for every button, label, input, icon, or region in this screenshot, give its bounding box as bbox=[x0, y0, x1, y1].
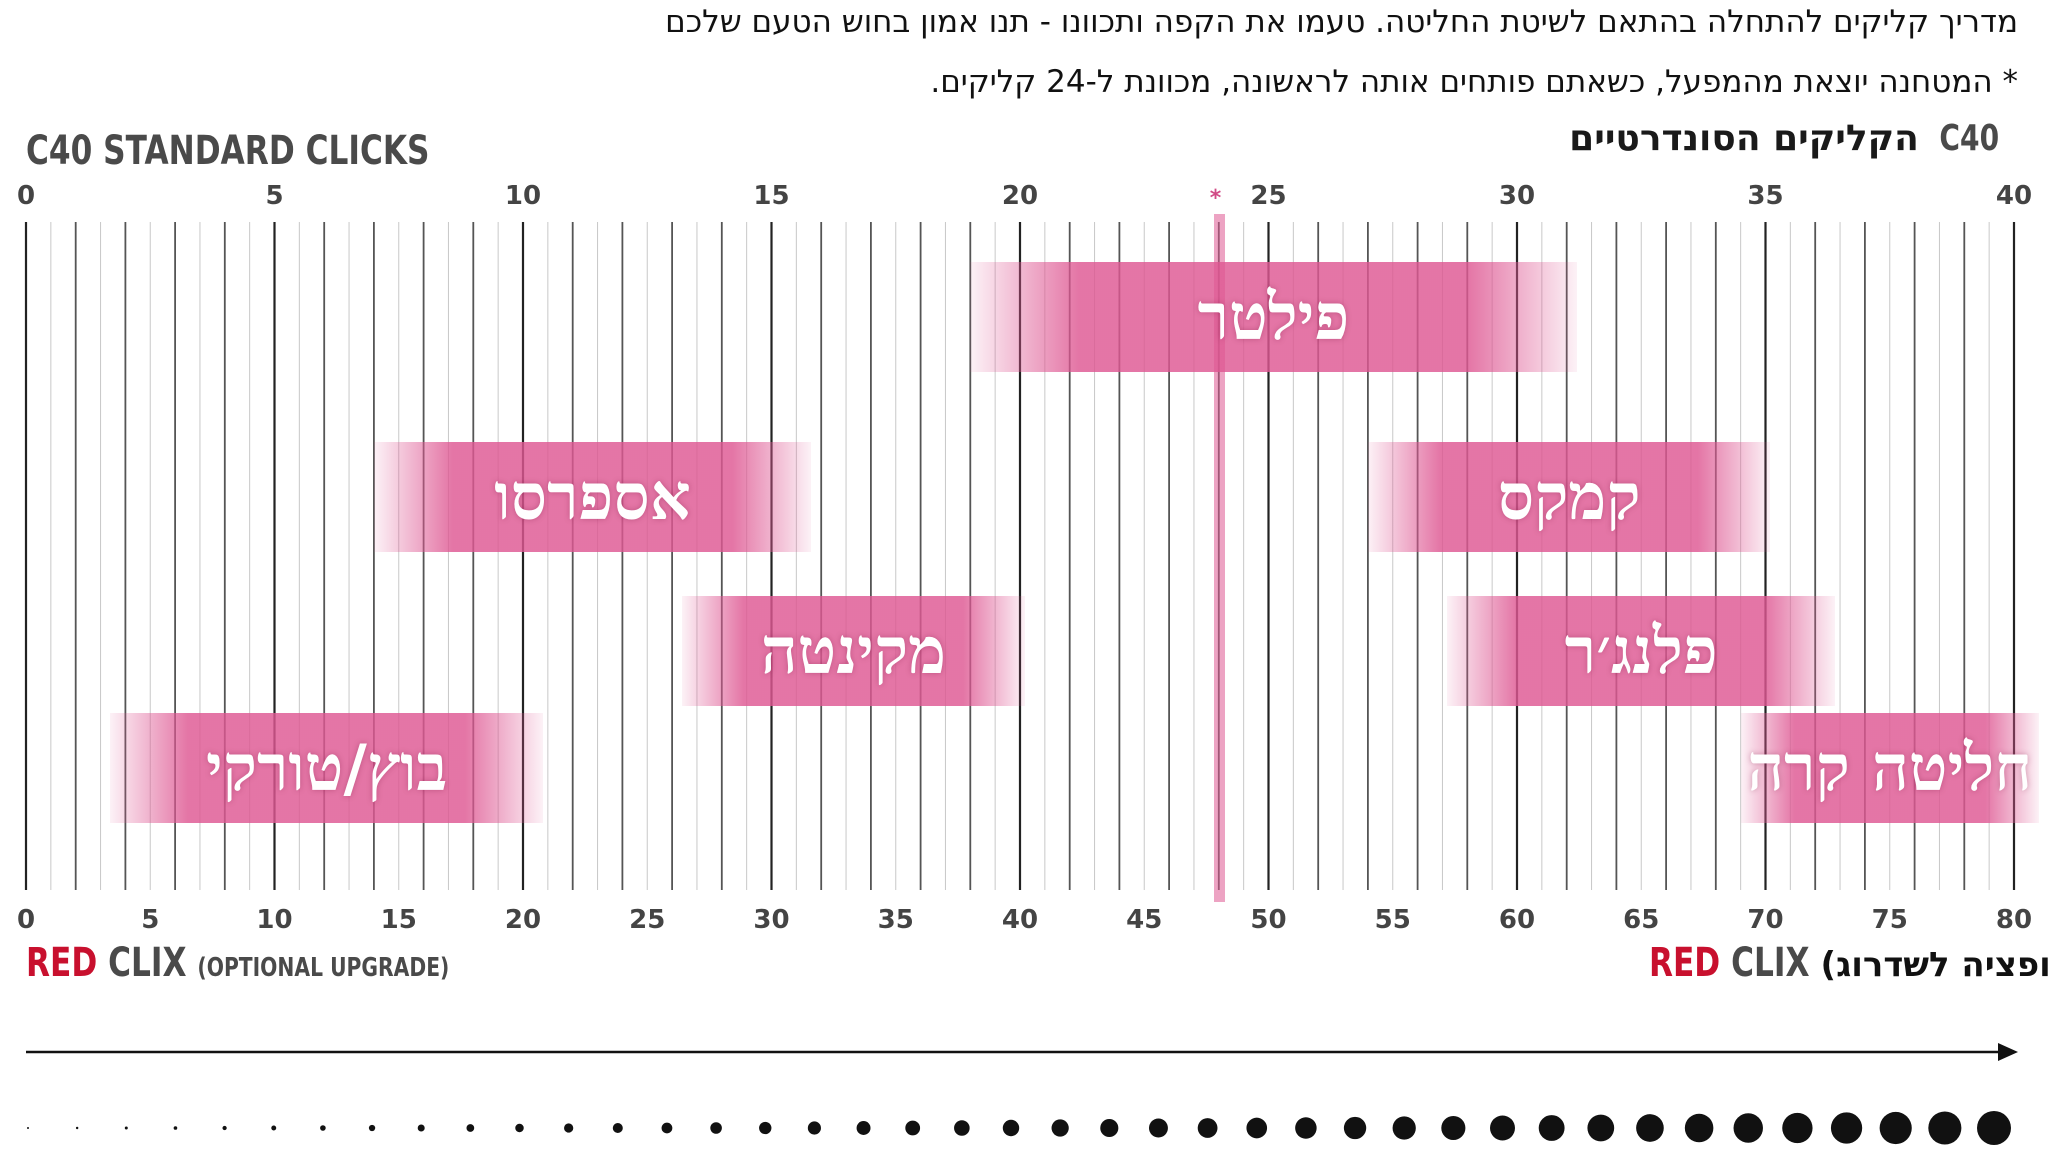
grind-size-dot bbox=[905, 1120, 921, 1136]
brew-method-band: בוץ/טורקי bbox=[110, 713, 543, 823]
brew-method-label: קמקס bbox=[1497, 459, 1641, 535]
bottom-tick-label: 55 bbox=[1374, 905, 1411, 935]
grind-size-dot bbox=[1246, 1117, 1268, 1139]
brew-method-label: מקינטה bbox=[760, 613, 947, 689]
brew-method-band: מקינטה bbox=[682, 596, 1025, 706]
grind-size-dot bbox=[661, 1122, 673, 1134]
grind-size-dot bbox=[856, 1121, 871, 1135]
grind-size-dot bbox=[1441, 1115, 1466, 1141]
bottom-tick-label: 15 bbox=[380, 905, 417, 935]
top-tick-label: 35 bbox=[1747, 181, 1784, 211]
grind-size-dot bbox=[1100, 1118, 1119, 1138]
top-tick-label: 0 bbox=[16, 181, 36, 211]
brew-method-label: בוץ/טורקי bbox=[205, 730, 448, 806]
bottom-tick-label: 0 bbox=[16, 905, 36, 935]
grind-size-dot bbox=[710, 1122, 722, 1134]
grind-size-dot bbox=[1490, 1115, 1515, 1141]
grind-size-dot bbox=[1879, 1111, 1912, 1145]
grind-size-dot bbox=[612, 1122, 623, 1134]
title-he-text: הקליקים הסונדרטיים bbox=[1569, 118, 1919, 159]
grind-size-dot bbox=[1733, 1113, 1763, 1143]
grind-size-dot bbox=[222, 1125, 227, 1131]
bottom-tick-label: 75 bbox=[1871, 905, 1908, 935]
bottom-tick-label: 20 bbox=[504, 905, 542, 935]
top-tick-label: 10 bbox=[504, 181, 542, 211]
red-clix-clix-he: CLIX bbox=[1731, 940, 1810, 986]
brew-method-band: קמקס bbox=[1367, 442, 1771, 552]
bottom-tick-label: 50 bbox=[1250, 905, 1287, 935]
top-tick-label: 15 bbox=[753, 181, 790, 211]
grind-size-dot bbox=[1002, 1119, 1020, 1137]
standard-clicks-title-en: C40 STANDARD CLICKS bbox=[26, 128, 430, 174]
grind-size-dot bbox=[1636, 1114, 1664, 1142]
grind-size-dot bbox=[564, 1123, 574, 1133]
brew-method-band: אספרסו bbox=[373, 442, 812, 552]
top-tick-label: 30 bbox=[1498, 181, 1536, 211]
bottom-tick-label: 70 bbox=[1747, 905, 1784, 935]
grind-size-dot bbox=[1343, 1116, 1367, 1140]
brew-method-label: פילטר bbox=[1197, 279, 1350, 355]
bottom-tick-label: 10 bbox=[256, 905, 293, 935]
grind-size-dot bbox=[1928, 1111, 1962, 1145]
grind-size-dot bbox=[1148, 1118, 1168, 1138]
bottom-tick-label: 40 bbox=[1001, 905, 1039, 935]
grind-size-dot bbox=[1782, 1112, 1813, 1144]
grind-size-dot bbox=[1392, 1116, 1416, 1140]
top-tick-label: 5 bbox=[265, 181, 284, 211]
grind-size-dot bbox=[1830, 1112, 1863, 1144]
brew-method-label: אספרסו bbox=[494, 459, 691, 535]
red-clix-label-en: RED CLIX (OPTIONAL UPGRADE) bbox=[26, 940, 449, 986]
arrow-head bbox=[1998, 1043, 2018, 1061]
brew-method-label: פלנג׳ר bbox=[1564, 613, 1718, 689]
bottom-tick-label: 30 bbox=[753, 905, 790, 935]
grind-size-dot bbox=[320, 1125, 326, 1131]
grind-size-dot bbox=[1684, 1113, 1714, 1143]
red-clix-clix-en: CLIX bbox=[108, 940, 187, 986]
bottom-tick-label: 25 bbox=[629, 905, 666, 935]
grind-size-dot bbox=[1295, 1117, 1317, 1139]
grind-size-dot bbox=[27, 1127, 29, 1129]
grind-size-dot bbox=[1197, 1118, 1218, 1138]
factory-setting-marker bbox=[1213, 214, 1225, 902]
brew-method-band: פלנג׳ר bbox=[1447, 596, 1836, 706]
optional-upgrade-he: (אופציה לשדרוג) bbox=[1820, 945, 2048, 985]
grind-size-dot bbox=[368, 1124, 376, 1132]
grind-size-dot bbox=[173, 1126, 178, 1130]
standard-clicks-title-he: C40 הקליקים הסונדרטיים bbox=[1569, 118, 2008, 159]
grind-size-dot bbox=[466, 1124, 475, 1132]
bottom-tick-label: 5 bbox=[141, 905, 160, 935]
brew-method-band: חליטה קרה bbox=[1740, 713, 2039, 823]
intro-line-2: * המטחנה יוצאת מהמפעל, כשאתם פותחים אותה… bbox=[930, 64, 2018, 100]
grind-size-dot bbox=[807, 1121, 821, 1135]
top-tick-label: 20 bbox=[1001, 181, 1039, 211]
bottom-tick-label: 60 bbox=[1498, 905, 1536, 935]
grind-size-dot bbox=[124, 1126, 128, 1130]
red-clix-red-en: RED bbox=[26, 940, 98, 986]
coarseness-arrow bbox=[26, 1043, 2018, 1145]
grind-size-dot bbox=[1051, 1119, 1069, 1137]
bottom-tick-label: 80 bbox=[1995, 905, 2033, 935]
grind-size-dot bbox=[1977, 1111, 2011, 1145]
intro-line-1: מדריך קליקים להתחלה בהתאם לשיטת החליטה. … bbox=[665, 4, 2018, 40]
grind-size-dot bbox=[515, 1123, 524, 1133]
grind-size-dot bbox=[1538, 1115, 1565, 1141]
factory-marker-asterisk: * bbox=[1209, 186, 1222, 211]
title-he-prefix: C40 bbox=[1939, 118, 2000, 159]
red-clix-red-he: RED bbox=[1649, 940, 1721, 986]
bottom-tick-label: 65 bbox=[1623, 905, 1660, 935]
bottom-tick-label: 45 bbox=[1126, 905, 1163, 935]
top-tick-label: 25 bbox=[1250, 181, 1287, 211]
red-clix-label-he: RED CLIX (אופציה לשדרוג) bbox=[1649, 940, 2048, 986]
grind-size-dot bbox=[417, 1124, 425, 1132]
grind-size-dot bbox=[75, 1126, 79, 1130]
optional-upgrade-en: (OPTIONAL UPGRADE) bbox=[197, 953, 450, 983]
grind-size-dot bbox=[954, 1120, 970, 1136]
brew-method-label: חליטה קרה bbox=[1747, 730, 2033, 806]
grind-size-dot bbox=[271, 1125, 277, 1131]
top-tick-label: 40 bbox=[1995, 181, 2033, 211]
grind-size-dot bbox=[1587, 1114, 1615, 1142]
brew-method-band: פילטר bbox=[970, 262, 1577, 372]
bottom-tick-label: 35 bbox=[877, 905, 914, 935]
grind-size-dot bbox=[759, 1121, 772, 1135]
